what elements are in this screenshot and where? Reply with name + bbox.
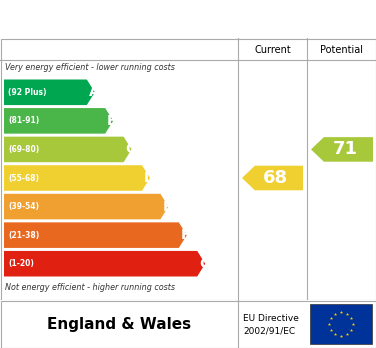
Text: (1-20): (1-20) — [8, 259, 34, 268]
Text: (21-38): (21-38) — [8, 231, 39, 240]
Text: (81-91): (81-91) — [8, 116, 39, 125]
Text: Energy Efficiency Rating: Energy Efficiency Rating — [73, 10, 303, 28]
Text: Very energy efficient - lower running costs: Very energy efficient - lower running co… — [5, 63, 175, 72]
Text: C: C — [126, 142, 136, 157]
Polygon shape — [4, 165, 150, 191]
Text: Current: Current — [254, 45, 291, 55]
Polygon shape — [4, 137, 132, 162]
Text: 68: 68 — [263, 169, 288, 187]
Text: England & Wales: England & Wales — [47, 316, 191, 332]
Text: Not energy efficient - higher running costs: Not energy efficient - higher running co… — [5, 284, 175, 293]
Polygon shape — [4, 79, 95, 105]
Text: EU Directive: EU Directive — [243, 314, 299, 323]
Polygon shape — [4, 108, 113, 134]
Text: (69-80): (69-80) — [8, 145, 39, 154]
Text: E: E — [162, 199, 172, 214]
Polygon shape — [4, 194, 168, 219]
Text: D: D — [144, 171, 156, 185]
Text: A: A — [89, 85, 100, 99]
Text: B: B — [107, 114, 118, 128]
Text: Potential: Potential — [320, 45, 363, 55]
Text: 2002/91/EC: 2002/91/EC — [243, 327, 295, 336]
Bar — [310, 304, 372, 344]
Text: 71: 71 — [333, 141, 358, 158]
Text: (92 Plus): (92 Plus) — [8, 88, 47, 97]
Polygon shape — [4, 222, 187, 248]
Text: (39-54): (39-54) — [8, 202, 39, 211]
Text: (55-68): (55-68) — [8, 174, 39, 182]
Polygon shape — [4, 251, 205, 277]
Text: G: G — [199, 257, 211, 271]
Polygon shape — [311, 137, 373, 162]
Text: F: F — [181, 228, 190, 242]
Polygon shape — [242, 166, 303, 190]
